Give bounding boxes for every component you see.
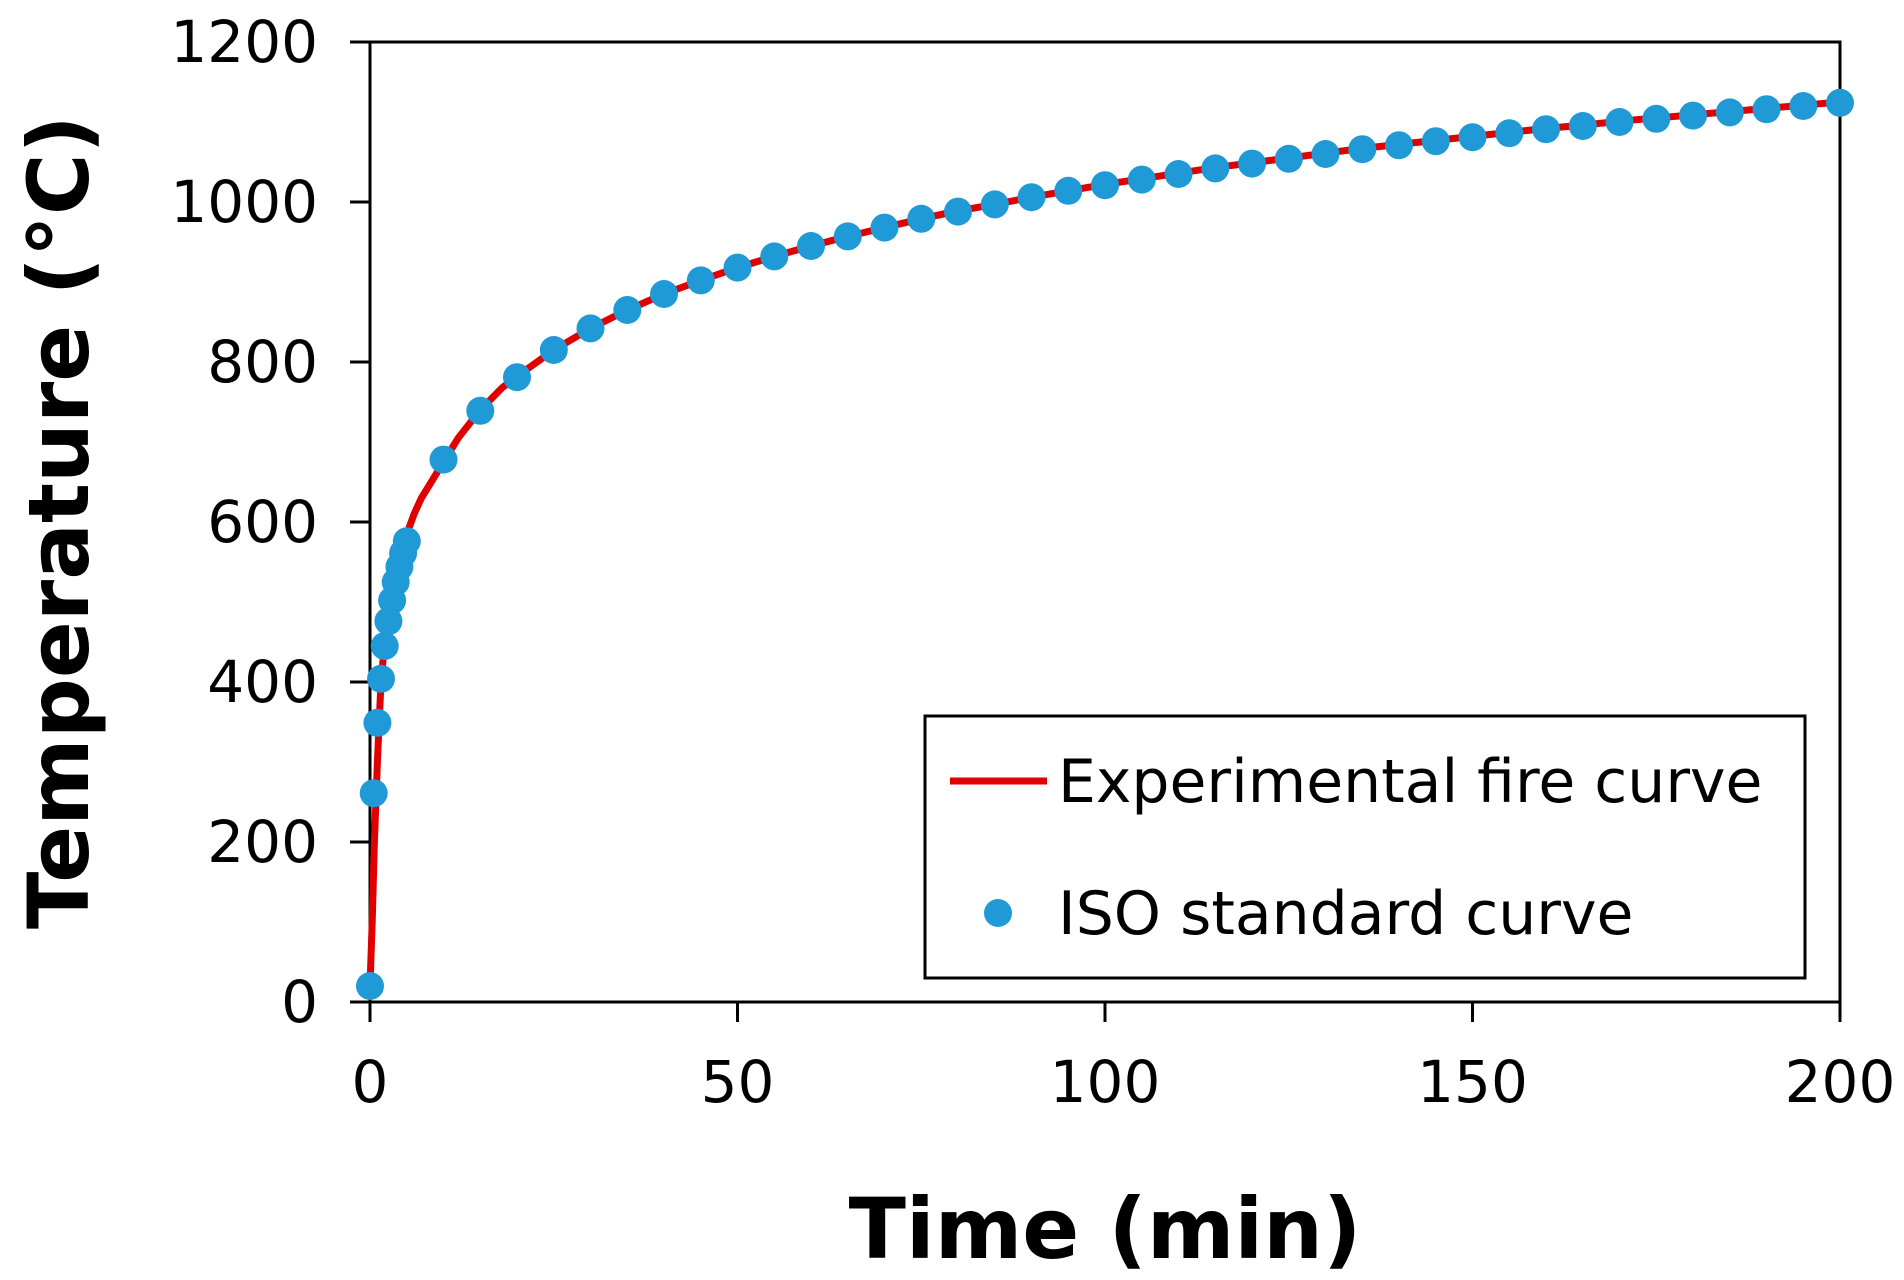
iso-standard-point (760, 242, 789, 271)
iso-standard-point (907, 204, 936, 233)
iso-standard-point (723, 253, 752, 282)
iso-standard-point (870, 213, 899, 242)
iso-standard-point (466, 396, 495, 425)
x-tick-label: 50 (701, 1048, 775, 1116)
iso-standard-point (1715, 98, 1744, 127)
iso-standard-point (1164, 160, 1193, 188)
iso-standard-point (797, 232, 825, 260)
y-tick-label: 1000 (170, 168, 318, 236)
iso-standard-point (1311, 140, 1340, 168)
legend-experimental-label: Experimental fire curve (1058, 747, 1762, 817)
iso-standard-point (374, 607, 403, 636)
series-layer (356, 88, 1854, 1000)
iso-standard-point (503, 363, 531, 392)
iso-standard-point (1091, 171, 1119, 200)
y-tick-label: 400 (207, 648, 318, 716)
iso-standard-point (1679, 101, 1707, 130)
iso-standard-point (1495, 119, 1524, 148)
legend-box (923, 714, 1807, 980)
iso-standard-point (576, 314, 605, 343)
iso-standard-point (1238, 149, 1266, 178)
x-axis-title: Time (min) (849, 1180, 1362, 1278)
iso-standard-point (980, 190, 1009, 219)
y-axis-title: Temperature (°C) (10, 115, 108, 929)
iso-standard-point (1605, 108, 1634, 136)
iso-standard-point (1458, 123, 1487, 152)
iso-standard-point (1421, 127, 1450, 156)
iso-standard-point (363, 708, 392, 737)
iso-standard-point (1127, 165, 1156, 194)
iso-standard-point (1826, 88, 1854, 117)
iso-standard-point (1054, 176, 1083, 205)
iso-standard-point (650, 280, 678, 308)
iso-standard-point (686, 266, 715, 295)
y-tick-label: 1200 (170, 8, 318, 76)
legend-iso-label: ISO standard curve (1058, 879, 1633, 949)
iso-standard-point (1642, 104, 1671, 133)
iso-standard-point (1348, 135, 1377, 164)
iso-standard-point (1789, 92, 1818, 120)
x-axis-ticks: 0 50 100 150 200 (352, 1002, 1896, 1116)
iso-standard-point (944, 197, 972, 226)
iso-standard-point (370, 632, 399, 660)
y-tick-label: 600 (207, 488, 318, 556)
x-tick-label: 150 (1417, 1048, 1528, 1116)
legend-iso-swatch (984, 899, 1012, 927)
iso-standard-point (1752, 95, 1781, 124)
iso-standard-point (1201, 154, 1230, 183)
iso-standard-point (539, 336, 568, 364)
y-axis-ticks: 0 200 400 600 800 1000 1200 (170, 8, 370, 1036)
y-tick-label: 800 (207, 328, 318, 396)
y-tick-label: 0 (281, 968, 318, 1036)
iso-standard-point (1017, 183, 1046, 212)
legend: Experimental fire curve ISO standard cur… (923, 714, 1807, 980)
x-tick-label: 100 (1050, 1048, 1161, 1116)
iso-standard-point (356, 972, 384, 1000)
iso-standard-point (613, 296, 642, 324)
iso-standard-point (1532, 115, 1560, 144)
iso-standard-point (1274, 144, 1303, 173)
iso-standard-point (1385, 131, 1413, 160)
iso-standard-point (367, 664, 395, 693)
x-tick-label: 200 (1785, 1048, 1896, 1116)
iso-standard-point (1568, 112, 1597, 140)
iso-standard-point (392, 527, 421, 556)
iso-standard-point (359, 779, 388, 808)
x-tick-label: 0 (352, 1048, 389, 1116)
y-tick-label: 200 (207, 808, 318, 876)
iso-standard-point (833, 222, 862, 251)
iso-standard-point (429, 445, 458, 474)
